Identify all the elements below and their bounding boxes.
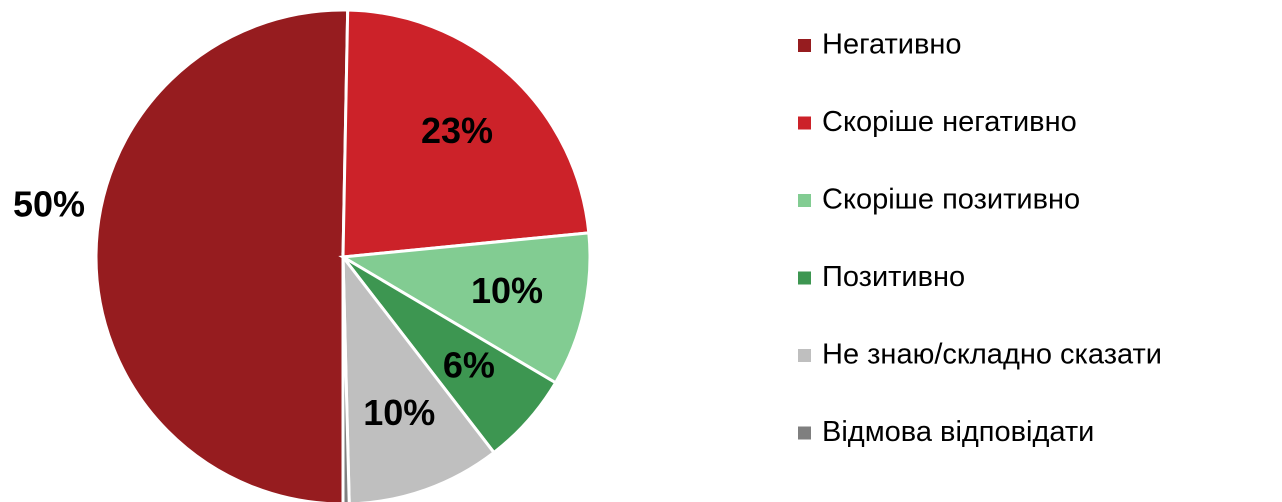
legend-label: Відмова відповідати [822, 416, 1094, 448]
pie-slice [341, 256, 351, 502]
pie-slice [338, 231, 592, 385]
data-label: 10% [363, 392, 435, 433]
data-label: 10% [471, 270, 543, 311]
pie-slice [94, 8, 350, 502]
legend-swatch [798, 349, 811, 362]
legend-label: Негативно [822, 29, 962, 61]
legend-swatch [798, 426, 811, 440]
legend-label: Скоріше позитивно [822, 184, 1080, 216]
data-label: 23% [421, 110, 493, 151]
legend-swatch [798, 39, 811, 52]
pie-slice [341, 8, 591, 259]
data-label: 50% [13, 184, 85, 225]
legend-swatch [798, 194, 811, 207]
legend-swatch [798, 271, 811, 285]
legend-label: Не знаю/складно сказати [822, 339, 1162, 371]
legend-label: Позитивно [822, 261, 965, 293]
data-label: 6% [443, 345, 495, 386]
legend-label: Скоріше негативно [822, 106, 1077, 138]
legend-swatch [798, 116, 811, 130]
pie-slice [341, 252, 497, 502]
